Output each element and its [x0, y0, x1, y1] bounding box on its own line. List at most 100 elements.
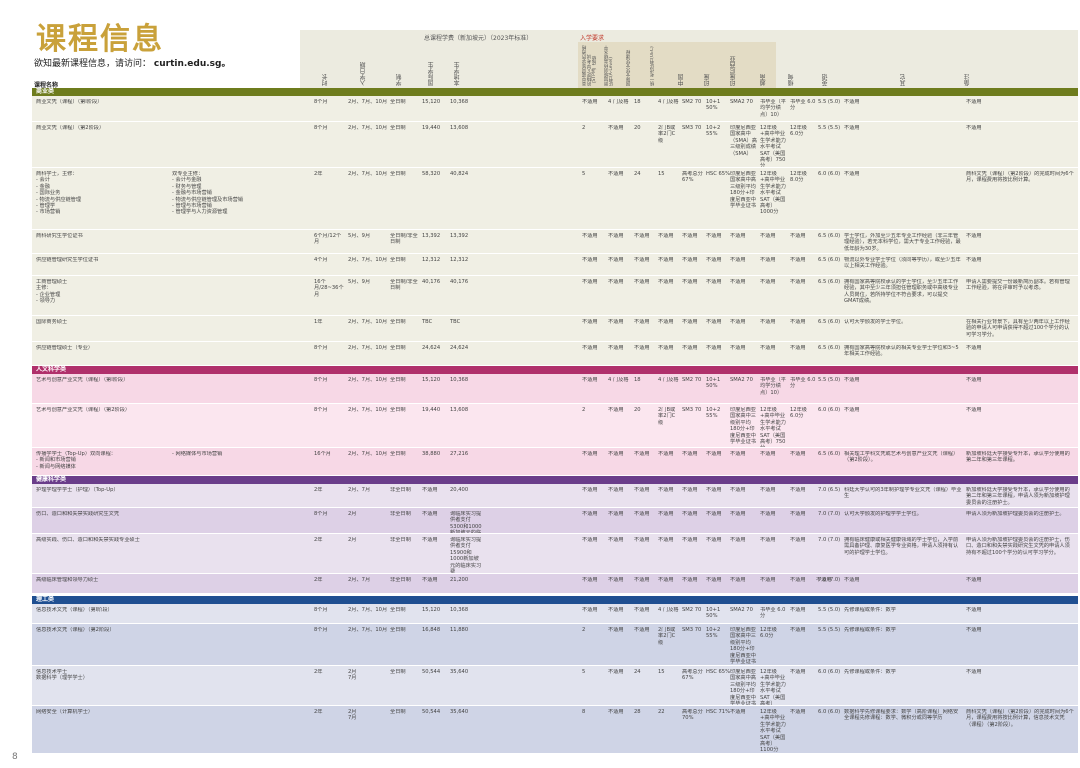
cell-eng: 6.5 (6.0)	[818, 451, 841, 457]
cell-other: 认可大学颁发的护理学学士学位。	[844, 511, 922, 517]
cell-other: 拥有临床健康或相关健康领域的学士学位，入学前需具备护理、康复医学专业资格，申请人…	[844, 537, 959, 556]
cell-r2: 不适用	[608, 257, 624, 263]
cell-intl: 16,848	[422, 627, 441, 633]
cell-name: 艺术与创意产业文凭（课程）（第2阶段）	[36, 407, 131, 413]
cell-dur: 2年	[314, 537, 323, 543]
cell-r4: 15	[658, 669, 665, 675]
cell-name: 供应链管理研究生学位证书	[36, 257, 99, 263]
cell-note: 新加坡科廷大学接受专升本，承认学分使用的第二年和第三年课程，申请人须为新加坡护理…	[966, 487, 1070, 506]
cell-intl: 不适用	[422, 487, 438, 493]
cell-r4: 4 门及格	[658, 99, 679, 105]
cell-alt: 不适用	[582, 377, 598, 383]
cell-other: 科廷大学认可的3年制护理学专业文凭（课程）毕业生	[844, 487, 962, 500]
column-header: 英语	[822, 74, 829, 86]
cell-r7: 不适用	[730, 487, 746, 493]
cell-note: 不适用	[966, 627, 982, 633]
cell-dur: 2年	[314, 669, 323, 675]
cell-intl: 40,176	[422, 279, 441, 285]
cell-eng: 7.0 (7.0)	[818, 511, 841, 517]
cell-mode: 非全日制	[390, 537, 411, 543]
subtitle-url[interactable]: curtin.edu.sg。	[153, 59, 231, 69]
cell-r3: 24	[634, 669, 641, 675]
cell-r3: 18	[634, 99, 641, 105]
cell-r7: 印度尼西亚国家高中三级别平均180分+印度尼西亚中学毕业证书	[730, 627, 756, 665]
table-row: 艺术与创意产业文凭（课程）（第I阶段） 8个月 2月、7月、10月 全日制 15,120…	[32, 374, 1078, 404]
cell-name: 信息技术学士 数据科学（理学学士）	[36, 669, 88, 682]
cell-r3: 不适用	[634, 345, 650, 351]
cell-r2: 不适用	[608, 451, 624, 457]
cell-r3: 18	[634, 377, 641, 383]
cell-mode: 全日制	[390, 319, 406, 325]
cell-eng: 6.5 (6.0)	[818, 345, 841, 351]
cell-r3: 不适用	[634, 537, 650, 543]
table-row: 国际商务硕士 1年 2月、7月、10月 全日制 TBC TBC 不适用 不适用 不适用 不适用 不适…	[32, 316, 1078, 342]
req-column-header: 缅甸	[788, 74, 795, 86]
cell-r9: 不适用	[790, 233, 806, 239]
cell-r9: 不适用	[790, 709, 806, 715]
cell-other: 不适用	[844, 99, 860, 105]
cell-dur: 2年	[314, 171, 323, 177]
cell-r9: 不适用	[790, 279, 806, 285]
cell-r6: 不适用	[706, 257, 722, 263]
table-row: 供应链管理研究生学位证书 4个月 2月、7月、10月 全日制 12,312 12,312 不…	[32, 254, 1078, 276]
cell-note: 申请人须为新加坡护理委员会的注册护士，伤口、造口和和失禁实践研究生文凭的申请人须…	[966, 537, 1070, 556]
column-header: 学制	[396, 74, 403, 86]
cell-eng: 6.5 (6.0)	[818, 257, 841, 263]
cell-alt: 不适用	[582, 345, 598, 351]
cell-r9: 不适用	[790, 345, 806, 351]
cell-intl: 不适用	[422, 511, 438, 517]
cell-r7: 印度尼西亚国家高中高三级别平均180分+印度尼西亚中学毕业证书	[730, 171, 756, 210]
cell-intake: 5月、9月	[348, 279, 371, 285]
table-row: 高级实践、伤口、造口和和失禁实践专业硕士 2年 2月 非全日制 不适用 询临床实习提供者支…	[32, 534, 1078, 574]
cell-r4: 22	[658, 709, 665, 715]
req-column-header: 统一考试证书(UEC)	[650, 46, 655, 86]
cell-r8: 不适用	[760, 577, 776, 583]
cell-other: 先修课程或条件：数学	[844, 607, 896, 613]
cell-dom: 13,392	[450, 233, 469, 239]
cell-dur: 8个月	[314, 607, 328, 613]
cell-r8: 不适用	[760, 537, 776, 543]
column-header: 本地学生	[454, 62, 461, 86]
cell-mode: 全日制	[390, 171, 406, 177]
cell-other: 数据科学先修课程要求：数学（高阶课程）网络安全课程先修课程：数学、微积分或同等学…	[844, 709, 959, 722]
cell-r4: 不适用	[658, 257, 674, 263]
cell-other: 不适用	[844, 377, 860, 383]
cell-r9: 不适用	[790, 487, 806, 493]
cell-alt: 不适用	[582, 511, 598, 517]
cell-note: 不适用	[966, 607, 982, 613]
cell-r2: 不适用	[608, 319, 624, 325]
cell-r9: 不适用	[790, 537, 806, 543]
cell-other: 先修课程或条件：数学	[844, 669, 896, 675]
column-header: 入学日期	[360, 62, 367, 86]
cell-r2: 不适用	[608, 709, 624, 715]
cell-r5: 不适用	[682, 319, 698, 325]
cell-r10: 不适用	[816, 577, 832, 583]
cell-alt: 2	[582, 125, 586, 131]
cell-r9: 不适用	[790, 257, 806, 263]
cell-note: 不适用	[966, 669, 982, 675]
cell-intake: 2月 7月	[348, 669, 357, 682]
cell-r8: 不适用	[760, 345, 776, 351]
cell-other: 拥有国家高等院校承认的学士学位，至少五年工作经验，其中至少三年须担任管理职务或中…	[844, 279, 959, 305]
cell-note: 不适用	[966, 577, 982, 583]
cell-name: 供应链管理硕士（专业）	[36, 345, 94, 351]
cell-eng: 7.0 (6.5)	[818, 487, 841, 493]
cell-alt: 不适用	[582, 279, 598, 285]
cell-eng: 5.5 (5.0)	[818, 377, 841, 383]
column-header: 国际学生	[428, 62, 435, 86]
cell-intake: 2月、7月、10月	[348, 345, 388, 351]
subtitle-prefix: 欲知最新课程信息，请访问：	[34, 59, 152, 69]
table-row: 工商管理硕士 主修： - 企业管理 - 领导力 16个月/28~36个月 5月、9月…	[32, 276, 1078, 316]
cell-r7: 不适用	[730, 257, 746, 263]
cell-intl: 50,544	[422, 669, 441, 675]
cell-r2: 不适用	[608, 537, 624, 543]
cell-r4: 不适用	[658, 537, 674, 543]
cell-name: 传播学学士（Top-Up）双向课程： - 新闻和市场营销 - 新闻与网络媒体	[36, 451, 116, 470]
cell-r2: 不适用	[608, 627, 624, 633]
req-group-header: 入学要求	[580, 35, 605, 42]
cell-r7: 印度尼西亚国家高中（SMA）高三级别成绩（SMA）	[730, 125, 757, 157]
cell-dur: 2年	[314, 577, 323, 583]
cell-r6: 不适用	[706, 345, 722, 351]
cell-alt: 8	[582, 709, 586, 715]
cell-alt: 不适用	[582, 99, 598, 105]
